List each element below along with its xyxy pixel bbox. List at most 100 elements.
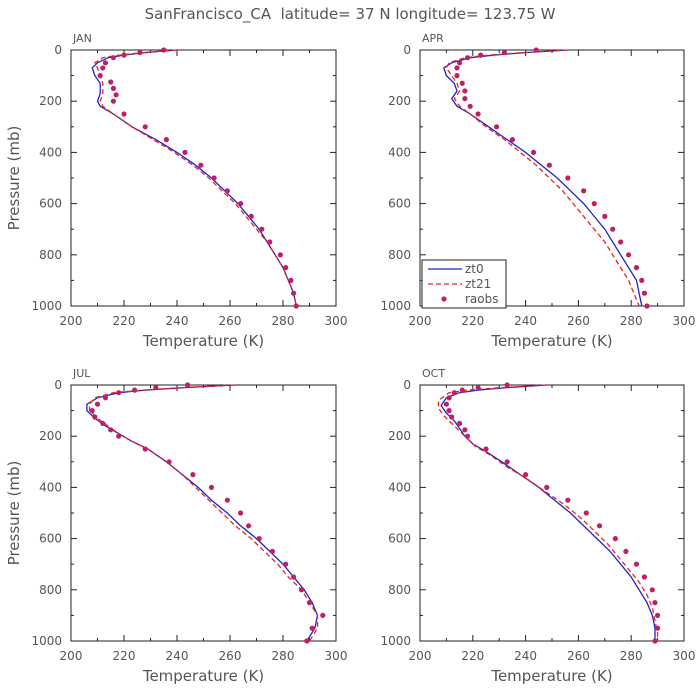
raobs-point	[182, 149, 188, 155]
raobs-point	[652, 638, 658, 644]
raobs-point	[211, 175, 217, 181]
x-tick-label: 240	[166, 314, 189, 328]
raobs-point	[467, 103, 473, 109]
x-tick-label: 200	[60, 314, 83, 328]
raobs-point	[530, 149, 537, 155]
y-tick-label: 800	[39, 583, 62, 597]
zt0-line	[91, 49, 297, 307]
raobs-point	[238, 510, 244, 516]
raobs-point	[533, 47, 539, 53]
raobs-point	[283, 265, 289, 271]
raobs-point	[565, 497, 571, 503]
zt21-line	[93, 49, 297, 307]
x-tick-label: 260	[567, 314, 590, 328]
raobs-point	[94, 401, 101, 407]
raobs-point	[544, 484, 550, 490]
raobs-point	[161, 47, 167, 53]
raobs-point	[132, 387, 138, 393]
raobs-point	[256, 536, 262, 542]
raobs-point	[198, 162, 204, 168]
x-tick-label: 260	[219, 314, 242, 328]
raobs-point	[655, 612, 661, 619]
raobs-point	[137, 49, 143, 56]
raobs-point	[501, 49, 508, 56]
raobs-point	[639, 277, 645, 283]
y-tick-label: 800	[39, 248, 62, 262]
y-tick-label: 400	[388, 480, 411, 494]
raobs-point	[224, 188, 230, 194]
raobs-point	[457, 420, 463, 426]
y-tick-label: 200	[39, 94, 62, 108]
y-tick-label: 400	[39, 480, 62, 494]
x-tick-label: 280	[272, 649, 295, 663]
raobs-point	[602, 213, 608, 219]
raobs-point	[283, 561, 289, 567]
raobs-point	[110, 98, 116, 104]
legend-zt21-label: zt21	[465, 277, 491, 291]
raobs-point	[454, 65, 460, 71]
raobs-point	[108, 79, 114, 85]
raobs-point	[288, 277, 294, 283]
figure-title: SanFrancisco_CA latitude= 37 N longitude…	[145, 5, 556, 24]
panel-title: JAN	[72, 32, 92, 45]
raobs-point	[583, 510, 589, 516]
raobs-point	[633, 561, 640, 567]
x-tick-label: 280	[272, 314, 295, 328]
x-axis-label: Temperature (K)	[142, 332, 264, 350]
y-tick-label: 1000	[380, 299, 411, 313]
x-tick-label: 300	[673, 314, 696, 328]
x-tick-label: 260	[219, 649, 242, 663]
x-axis-label: Temperature (K)	[490, 667, 612, 685]
raobs-point	[238, 201, 244, 207]
raobs-point	[92, 414, 98, 420]
panel-title: OCT	[422, 367, 445, 380]
y-tick-label: 200	[388, 94, 411, 108]
x-tick-label: 240	[514, 649, 537, 663]
raobs-point	[610, 226, 616, 232]
raobs-point	[462, 96, 468, 102]
x-tick-label: 300	[325, 649, 348, 663]
x-tick-label: 220	[113, 314, 136, 328]
raobs-point	[504, 382, 510, 388]
raobs-point	[509, 137, 515, 143]
raobs-point	[443, 401, 449, 407]
y-tick-label: 400	[388, 145, 411, 159]
raobs-point	[166, 459, 172, 465]
y-tick-label: 600	[39, 532, 62, 546]
x-tick-label: 220	[461, 314, 484, 328]
raobs-point	[644, 303, 650, 309]
y-tick-label: 600	[388, 532, 411, 546]
y-tick-label: 600	[388, 197, 411, 211]
legend-raobs-label: raobs	[465, 292, 499, 306]
y-tick-label: 1000	[31, 299, 62, 313]
chart-panel-apr: 200 220 240 260 280 300 0 200 400 600 800 1000 APR Te…	[380, 32, 695, 350]
raobs-point	[100, 420, 106, 426]
x-tick-label: 280	[620, 649, 643, 663]
raobs-point	[618, 239, 624, 245]
y-tick-label: 1000	[380, 634, 411, 648]
x-tick-label: 300	[325, 314, 348, 328]
raobs-point	[102, 60, 109, 66]
raobs-point	[612, 536, 618, 542]
raobs-point	[464, 55, 471, 61]
raobs-point	[523, 472, 529, 478]
raobs-point	[116, 433, 122, 439]
raobs-point	[451, 390, 457, 396]
raobs-point	[306, 600, 313, 606]
raobs-point	[100, 65, 106, 71]
panels-container: 200 220 240 260 280 300 0 200 400 600 800 1000 JAN Te…	[5, 32, 695, 685]
x-tick-label: 220	[461, 649, 484, 663]
raobs-point	[224, 497, 230, 503]
raobs-point	[304, 638, 310, 644]
raobs-point	[113, 92, 119, 98]
raobs-point	[163, 137, 169, 143]
raobs-point	[320, 612, 326, 619]
y-tick-label: 0	[403, 43, 411, 57]
raobs-point	[277, 252, 283, 258]
zt0-line	[443, 49, 643, 307]
raobs-point	[625, 252, 632, 258]
plot-frame	[70, 384, 337, 642]
x-tick-label: 200	[60, 649, 83, 663]
